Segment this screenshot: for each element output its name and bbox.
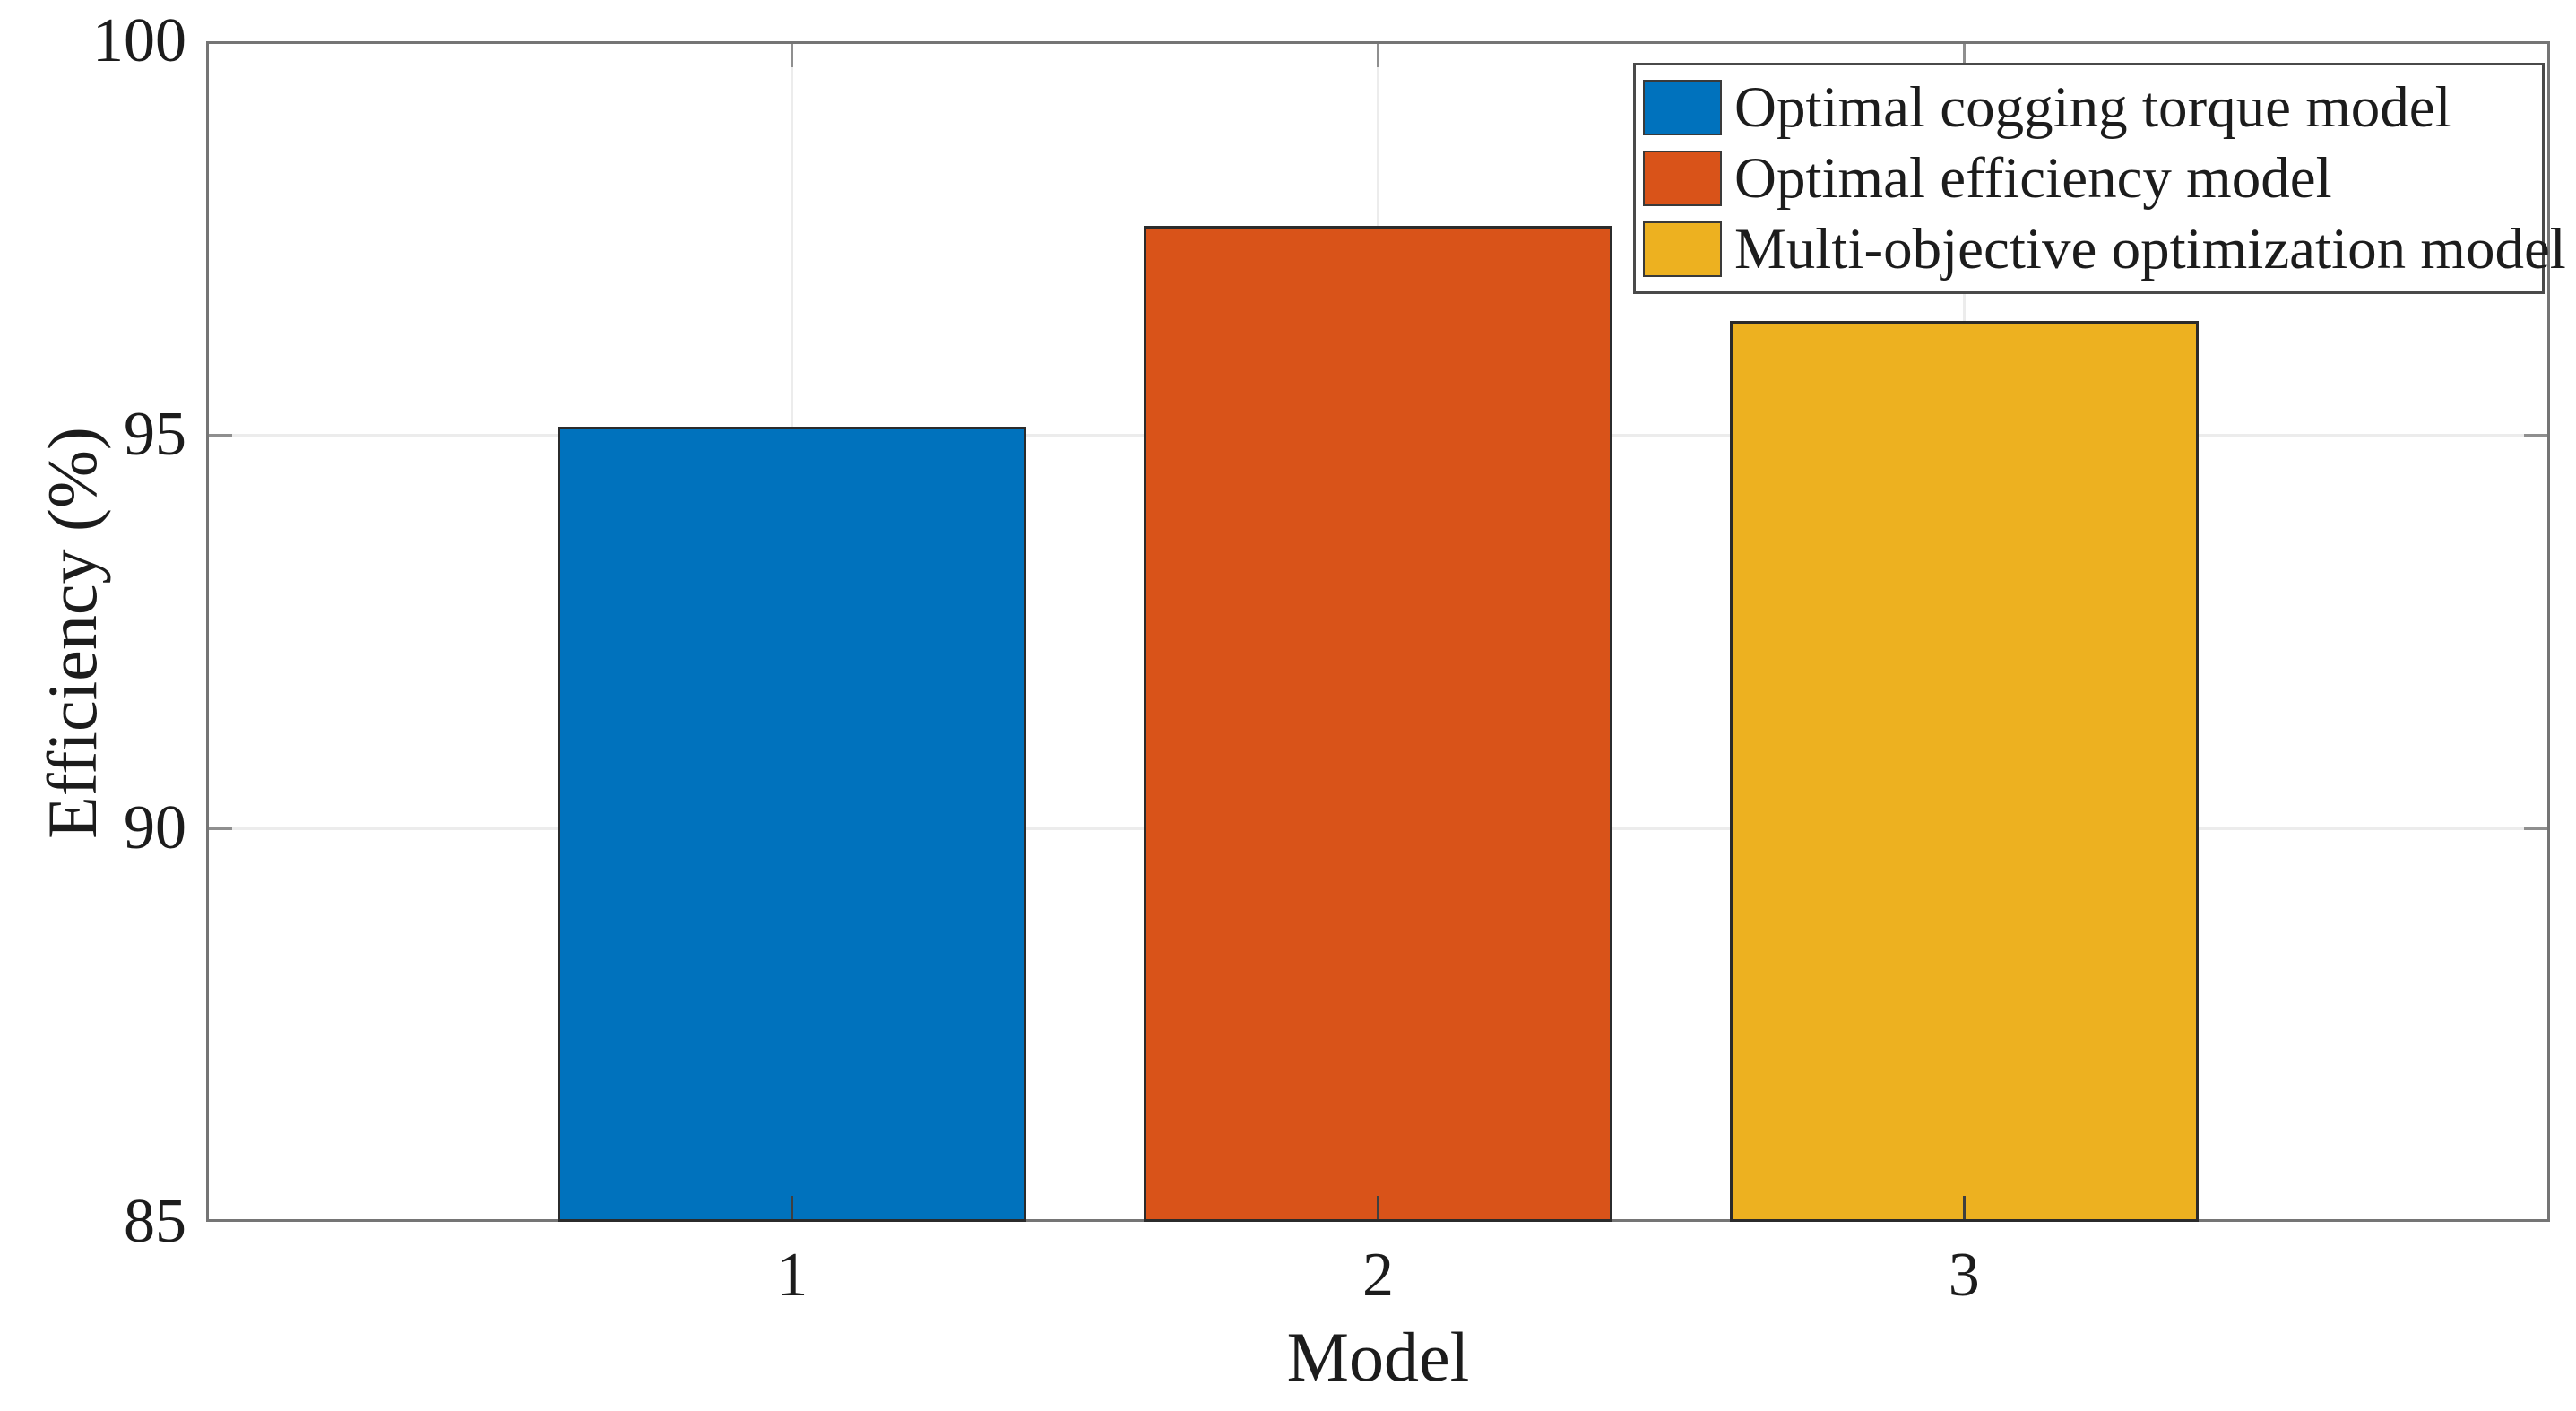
legend-swatch-icon xyxy=(1643,151,1722,206)
x-tick-label: 2 xyxy=(1362,1241,1394,1310)
x-axis-label: Model xyxy=(1286,1318,1470,1396)
legend-swatch-icon xyxy=(1643,221,1722,277)
y-tick-right xyxy=(2524,827,2547,830)
legend-label: Optimal efficiency model xyxy=(1734,146,2332,211)
bar-2 xyxy=(1144,226,1612,1222)
x-tick-bottom xyxy=(1377,1196,1379,1219)
legend: Optimal cogging torque model Optimal effi… xyxy=(1633,63,2566,294)
x-tick-top xyxy=(791,44,794,67)
x-tick-top xyxy=(1377,44,1379,67)
legend-item: Optimal cogging torque model xyxy=(1643,75,2537,140)
y-tick-left xyxy=(209,827,232,830)
bar-1 xyxy=(558,427,1027,1222)
x-tick-bottom xyxy=(1962,1196,1966,1219)
legend-item: Multi-objective optimization model xyxy=(1643,217,2566,281)
y-tick-right xyxy=(2524,433,2547,437)
legend-label: Optimal cogging torque model xyxy=(1734,75,2451,140)
y-tick-label: 100 xyxy=(92,6,186,75)
x-tick-top xyxy=(1962,44,1966,67)
y-tick-label: 85 xyxy=(124,1187,186,1256)
y-axis-label: Efficiency (%) xyxy=(33,427,111,839)
legend-swatch-icon xyxy=(1643,80,1722,135)
y-tick-label: 95 xyxy=(124,400,186,469)
legend-item: Optimal efficiency model xyxy=(1643,146,2537,211)
y-tick-left xyxy=(209,433,232,437)
x-tick-bottom xyxy=(791,1196,794,1219)
x-tick-label: 3 xyxy=(1948,1241,1980,1310)
x-tick-label: 1 xyxy=(776,1241,808,1310)
bar-3 xyxy=(1729,320,2199,1222)
y-tick-label: 90 xyxy=(124,793,186,862)
legend-label: Multi-objective optimization model xyxy=(1734,217,2566,281)
